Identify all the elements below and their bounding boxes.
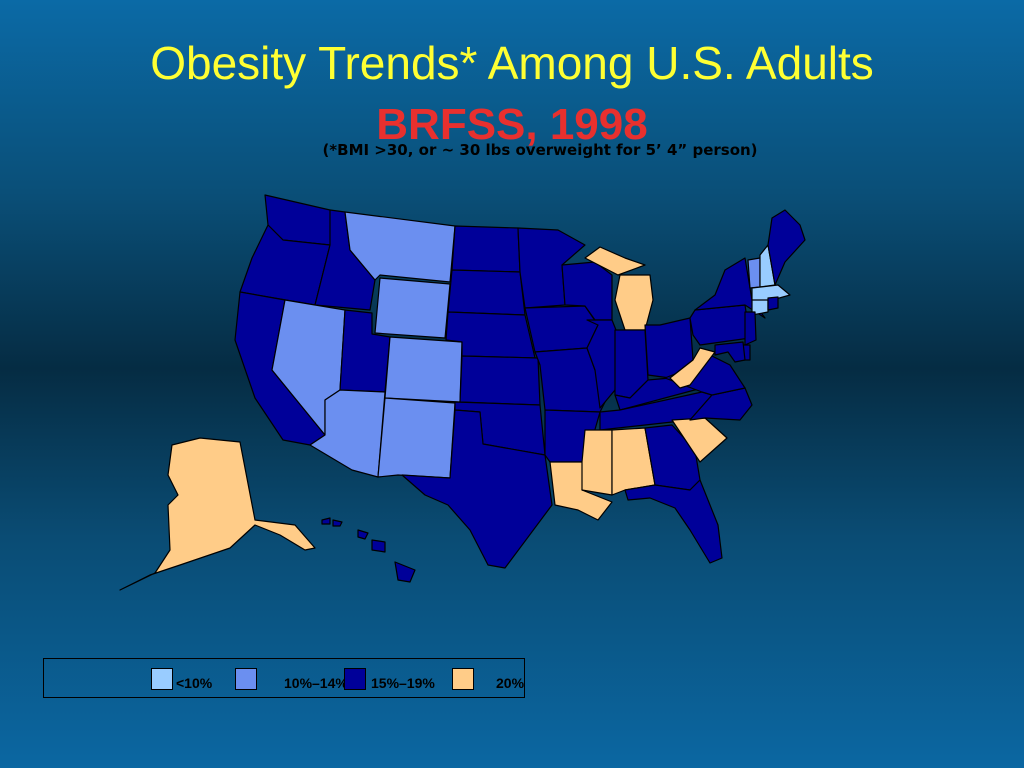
state-alaska bbox=[119, 437, 316, 591]
legend-label-2: 15%–19% bbox=[371, 675, 435, 691]
legend-box: <10% 10%–14% 15%–19% 20% bbox=[43, 658, 525, 698]
state-iowa bbox=[524, 305, 599, 353]
state-north-dakota bbox=[451, 225, 521, 273]
legend-swatch-1 bbox=[235, 668, 257, 690]
state-pennsylvania bbox=[689, 304, 751, 346]
legend-swatch-3 bbox=[452, 668, 474, 690]
state-florida bbox=[624, 479, 723, 564]
state-kansas bbox=[459, 355, 541, 406]
state-south-dakota bbox=[447, 269, 526, 316]
state-new-york bbox=[694, 257, 766, 319]
state-vermont bbox=[747, 257, 761, 289]
legend-swatch-0 bbox=[151, 668, 173, 690]
legend-label-1: 10%–14% bbox=[284, 675, 348, 691]
legend-label-0: <10% bbox=[176, 675, 213, 691]
state-illinois bbox=[586, 319, 619, 409]
state-maine bbox=[767, 209, 806, 286]
bmi-footnote: (*BMI >30, or ~ 30 lbs overweight for 5’… bbox=[322, 141, 758, 159]
state-hawaii bbox=[321, 517, 416, 583]
legend-label-3: 20% bbox=[496, 675, 525, 691]
state-maryland bbox=[714, 341, 746, 363]
state-new-mexico bbox=[377, 397, 456, 479]
state-wyoming bbox=[374, 277, 451, 339]
state-new-jersey bbox=[744, 311, 757, 346]
state-mississippi bbox=[581, 429, 613, 496]
slide-subtitle: BRFSS, 1998 bbox=[376, 100, 648, 149]
legend-swatch-2 bbox=[344, 668, 366, 690]
slide-title: Obesity Trends* Among U.S. Adults bbox=[150, 37, 874, 89]
state-texas bbox=[401, 409, 553, 569]
state-colorado bbox=[384, 336, 463, 403]
state-connecticut bbox=[751, 299, 769, 316]
state-rhode-island bbox=[767, 296, 779, 311]
